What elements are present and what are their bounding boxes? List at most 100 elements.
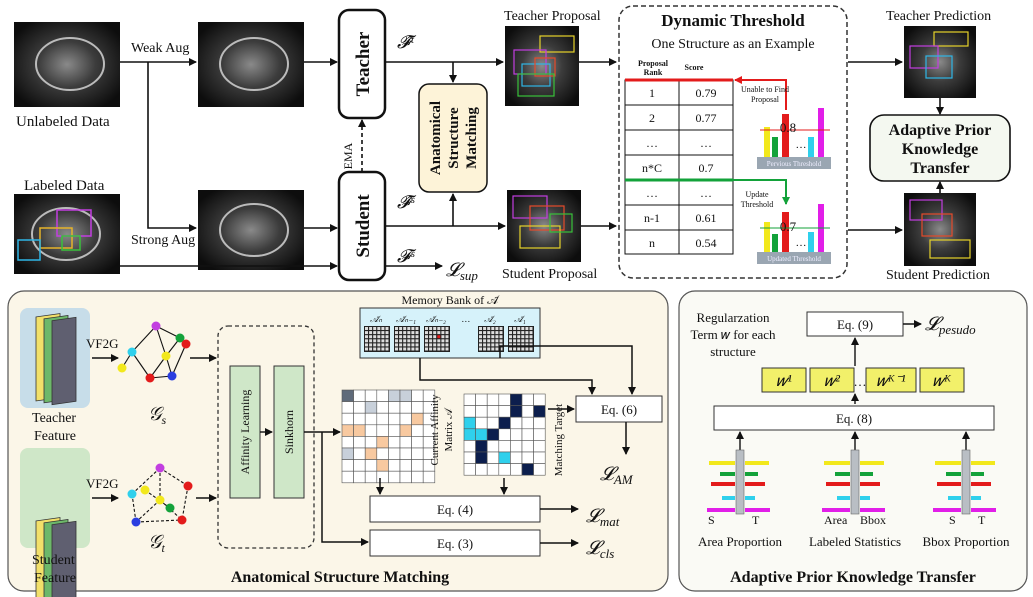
affinity-cell [388,401,401,414]
student-box: Student [337,170,387,282]
sinkhorn-box: Sinkhorn [273,365,305,499]
target-cell [521,393,534,406]
dynamic-threshold-panel: Dynamic Threshold One Structure as an Ex… [618,5,848,279]
stats-area: Area [824,513,848,527]
memory-bank-grid [424,326,450,352]
proportion-glyph [933,449,996,515]
w-2: 𝑤² [824,373,841,390]
affinity-cell [399,436,412,449]
affinity-cell [364,412,378,426]
memory-bank-label: Memory Bank of 𝒜̄ [401,293,500,307]
affinity-cell [353,389,366,402]
target-cell [463,463,476,476]
unlabeled-image [14,22,120,107]
f-s-hat-label: 𝓕̂ˢ [397,192,417,212]
sinkhorn-label: Sinkhorn [282,410,296,454]
dt-title: Dynamic Threshold [661,11,805,30]
target-cell [533,428,546,441]
target-cell [498,405,511,418]
area-prop-s: S [708,513,715,527]
upd-threshold-value: 0.7 [780,219,797,234]
target-cell [510,405,523,418]
asm-line3: Matching [464,107,480,169]
upd-dots: … [796,237,807,249]
bbox-proportion-label: Bbox Proportion [922,534,1010,549]
prev-threshold-bars: Pervious Threshold 0.8 … [757,108,831,169]
affinity-cell [399,389,412,402]
memory-bank-grid [394,326,420,352]
target-cell [521,428,534,441]
area-proportion-label: Area Proportion [698,534,783,549]
dt-rank-2: … [646,136,658,150]
memory-bank-item-label: 𝒜̄₂ [484,314,496,324]
dt-score-1: 0.77 [696,111,717,125]
affinity-cell [376,447,389,460]
teacher-proposal-image [505,26,579,106]
dt-rank-6: n [649,236,655,250]
vf2g-label-1: VF2G [86,336,119,351]
target-cell [475,428,488,441]
eq3-label: Eq. (3) [437,536,473,551]
affinity-cell [388,389,401,402]
dt-col-rank-1: Proposal [638,59,669,68]
upd-threshold-label: Updated Threshold [767,255,821,263]
strong-aug-image [198,190,304,270]
affinity-cell [411,424,424,437]
memory-bank-item-label: 𝒜̄ₙ₋₂ [426,314,446,324]
graph-gs [117,321,191,383]
dt-rank-5: n-1 [644,211,660,225]
gs-label: 𝒢s [148,404,167,427]
affinity-cell [376,459,389,472]
target-cell [521,440,534,453]
w-row: 𝑤¹ 𝑤² … 𝑤ᴷ⁻¹ 𝑤ᴷ [761,367,965,393]
stats-bbox: Bbox [860,513,886,527]
f-s-label: 𝓕ˢ [397,246,417,266]
teacher-proposal-label: Teacher Proposal [504,9,601,24]
affinity-cell [411,447,424,460]
asm-panel: Anatomical Structure Matching Teacher Fe… [7,290,669,597]
affinity-cell [341,447,354,460]
target-cell [510,451,523,464]
memory-bank: Memory Bank of 𝒜̄ 𝒜̄ₙ 𝒜̄ₙ₋₁ 𝒜̄ₙ₋₂ … 𝒜̄₂ 𝒜̄₁ [359,293,541,359]
affinity-cell [341,436,354,449]
target-cell [463,451,476,464]
affinity-cell [341,424,354,437]
eq6-label: Eq. (6) [601,402,637,417]
target-cell [521,451,534,464]
matching-target-matrix [463,393,546,476]
affinity-cell [399,459,412,472]
student-label: Student [353,194,374,258]
affinity-cell [364,424,378,437]
target-cell [533,393,546,406]
affinity-cell [353,412,366,426]
target-cell [463,428,476,441]
w-dots: … [854,374,867,389]
dt-score-6: 0.54 [696,236,717,250]
affinity-cell [341,389,354,402]
upd-threshold-bars: Updated Threshold 0.7 … [757,204,831,264]
current-affinity-label-1: Current Affinity [429,394,441,465]
eq4-label: Eq. (4) [437,502,473,517]
affinity-cell [411,412,424,426]
student-proposal-image [507,190,581,262]
bbox-prop-t: T [978,513,986,527]
apkt-line1: Adaptive Prior [889,122,992,139]
affinity-cell [376,424,389,437]
affinity-cell [341,459,354,472]
labeled-image [14,194,120,274]
affinity-cell [364,401,378,414]
target-cell [475,393,488,406]
affinity-cell [364,389,378,402]
f-t-label: 𝓕̂ᵗ [397,32,417,52]
reg-line1: Regularzation [697,310,770,325]
teacher-feature-1: Teacher [32,411,76,426]
target-cell [510,393,523,406]
memory-bank-item-label: 𝒜̄ₙ₋₁ [396,314,416,324]
memory-bank-grid [364,326,390,352]
target-cell [475,416,488,430]
area-prop-t: T [752,513,760,527]
dt-col-score: Score [685,63,704,72]
dt-rank-0: 1 [649,86,655,100]
target-cell [521,416,534,430]
affinity-cell [411,389,424,402]
